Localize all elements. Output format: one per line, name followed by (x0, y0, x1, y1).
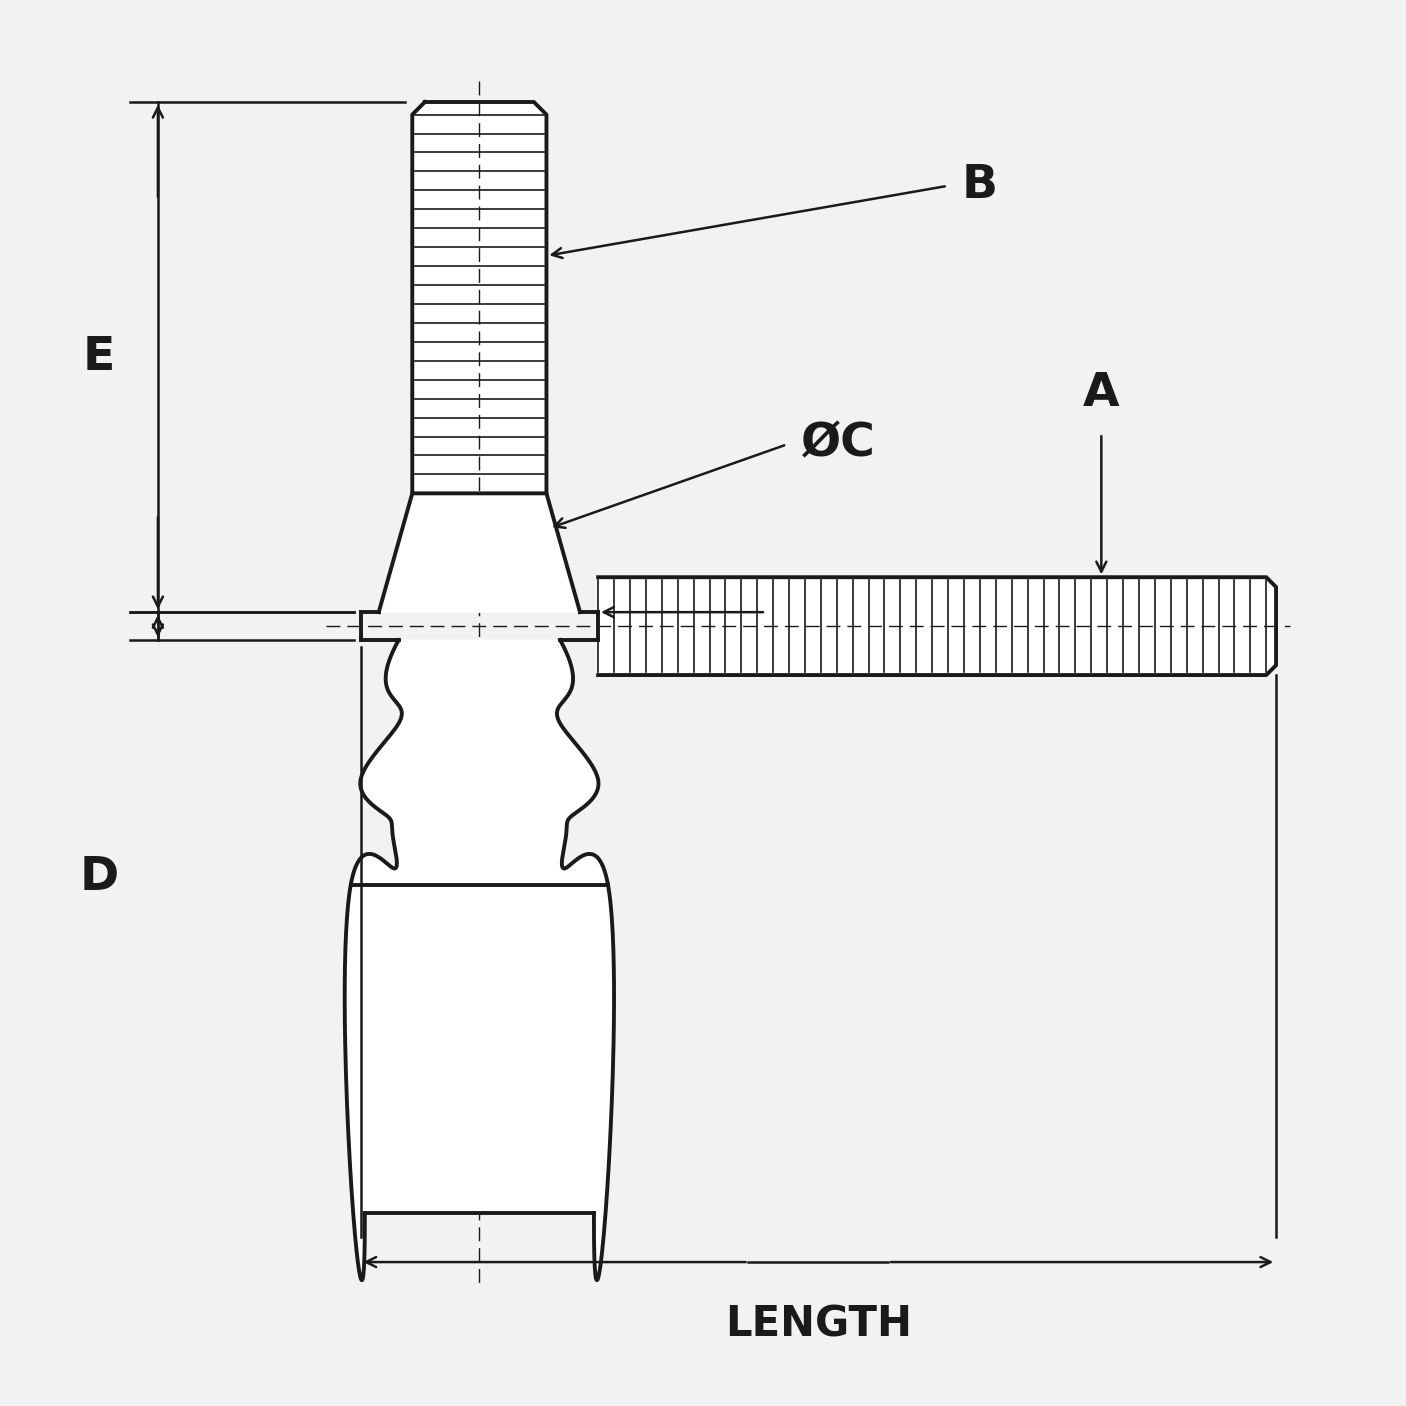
Polygon shape (412, 103, 547, 494)
Text: ØC: ØC (801, 422, 876, 467)
Text: A: A (1083, 371, 1119, 416)
Text: E: E (83, 335, 115, 380)
Polygon shape (344, 640, 614, 1279)
Text: B: B (962, 163, 998, 208)
Text: LENGTH: LENGTH (725, 1303, 912, 1346)
Text: D: D (80, 855, 120, 900)
Polygon shape (598, 578, 1277, 675)
Polygon shape (378, 494, 581, 612)
